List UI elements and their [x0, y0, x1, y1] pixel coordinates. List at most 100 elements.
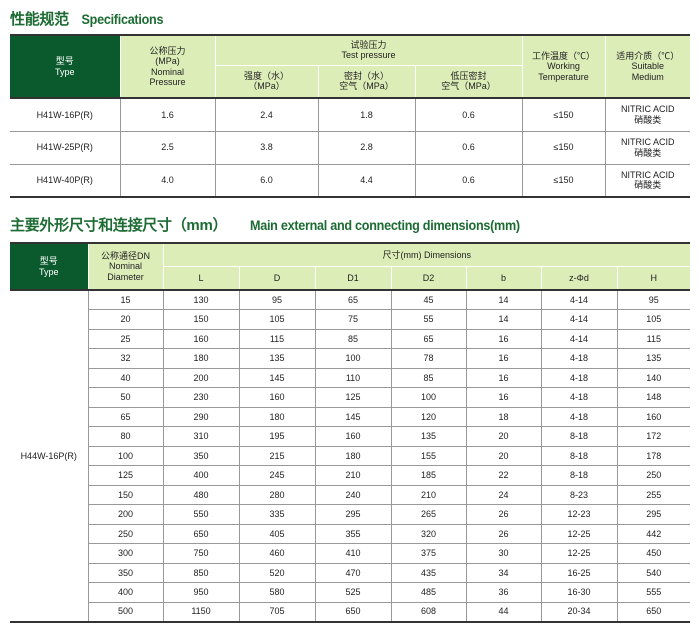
cell-value: 75 [314, 309, 391, 330]
cell-value: 250 [87, 524, 163, 544]
cell-value: 400 [162, 465, 239, 486]
cell-value: 100 [87, 446, 163, 466]
cell-value: 355 [314, 524, 391, 544]
cell-value: 850 [162, 563, 239, 583]
cell-value: 200 [162, 368, 239, 388]
cell-value: 705 [238, 602, 315, 623]
cell-value: 16 [465, 329, 541, 349]
cell-value: 25 [87, 329, 163, 349]
cell-value: 16-30 [540, 582, 617, 603]
cell-value: 55 [390, 309, 466, 330]
cell-value: 160 [238, 387, 315, 408]
header-col-4: b [465, 265, 541, 291]
cell-type: H41W-25P(R) [10, 131, 120, 165]
cell-value: 14 [465, 309, 541, 330]
cell-value: 100 [390, 387, 466, 408]
dims-title-cn: 主要外形尺寸和连接尺寸（mm） [10, 217, 228, 234]
cell-temp: ≤150 [521, 131, 605, 165]
cell-value: 950 [162, 582, 239, 603]
cell-low: 0.6 [414, 164, 522, 198]
cell-value: 320 [390, 524, 466, 544]
cell-value: 215 [238, 446, 315, 466]
cell-value: 8-18 [540, 446, 617, 466]
dims-row: 400 950 580 525 485 36 16-30 555 [10, 582, 691, 603]
cell-value: 500 [87, 602, 163, 623]
cell-value: 470 [314, 563, 391, 583]
cell-value: 18 [465, 407, 541, 427]
header-working-temperature: 工作温度（℃） Working Temperature [521, 34, 605, 99]
cell-value: 4-14 [540, 309, 617, 330]
cell-value: 95 [238, 290, 315, 310]
cell-value: 350 [162, 446, 239, 466]
cell-value: 180 [238, 407, 315, 427]
cell-value: 130 [162, 290, 239, 310]
cell-value: 442 [616, 524, 691, 544]
cell-temp: ≤150 [521, 164, 605, 198]
cell-value: 135 [616, 348, 691, 369]
dims-row: 125 400 245 210 185 22 8-18 250 [10, 465, 691, 486]
cell-value: 405 [238, 524, 315, 544]
header-type: 型号 Type [10, 34, 120, 99]
dims-row: 80 310 195 160 135 20 8-18 172 [10, 426, 691, 447]
cell-value: 20-34 [540, 602, 617, 623]
dims-title: 主要外形尺寸和连接尺寸（mm） Main external and connect… [10, 214, 535, 235]
cell-value: 30 [465, 543, 541, 564]
cell-value: 160 [616, 407, 691, 427]
header-suitable-medium: 适用介质（℃） Suitable Medium [604, 34, 690, 99]
cell-value: 240 [314, 485, 391, 505]
cell-type: H44W-16P(R) [10, 290, 88, 623]
cell-value: 350 [87, 563, 163, 583]
spec-row: H41W-40P(R) 4.0 6.0 4.4 0.6 ≤150 NITRIC ACID 硝酸… [10, 164, 690, 198]
cell-value: 210 [314, 465, 391, 486]
cell-value: 135 [390, 426, 466, 447]
cell-value: 4-18 [540, 387, 617, 408]
cell-value: 12-25 [540, 524, 617, 544]
cell-value: 580 [238, 582, 315, 603]
cell-value: 78 [390, 348, 466, 369]
cell-np: 4.0 [119, 164, 215, 198]
spec-title-en: Specifications [81, 11, 163, 27]
cell-value: 265 [390, 504, 466, 525]
dims-row: 20 150 105 75 55 14 4-14 105 [10, 309, 691, 330]
header-col-3: D2 [390, 265, 466, 291]
cell-type: H41W-40P(R) [10, 164, 120, 198]
cell-value: 22 [465, 465, 541, 486]
cell-value: 20 [465, 426, 541, 447]
cell-value: 180 [162, 348, 239, 369]
cell-value: 145 [314, 407, 391, 427]
header-seal: 密封（水） 空气（MPa） [317, 64, 415, 99]
cell-value: 32 [87, 348, 163, 369]
dims-row: 65 290 180 145 120 18 4-18 160 [10, 407, 691, 427]
cell-value: 300 [87, 543, 163, 564]
cell-value: 608 [390, 602, 466, 623]
cell-value: 40 [87, 368, 163, 388]
header-nominal-diameter: 公称通径DN Nominal Diameter [87, 242, 163, 291]
dims-row: 250 650 405 355 320 26 12-25 442 [10, 524, 691, 544]
cell-value: 26 [465, 504, 541, 525]
cell-value: 485 [390, 582, 466, 603]
cell-value: 65 [390, 329, 466, 349]
cell-low: 0.6 [414, 98, 522, 132]
dims-row: 200 550 335 295 265 26 12-23 295 [10, 504, 691, 525]
cell-value: 4-18 [540, 348, 617, 369]
header-dimensions: 尺寸(mm) Dimensions [162, 242, 691, 266]
cell-value: 8-18 [540, 465, 617, 486]
cell-value: 750 [162, 543, 239, 564]
cell-value: 4-18 [540, 407, 617, 427]
cell-value: 310 [162, 426, 239, 447]
cell-medium: NITRIC ACID 硝酸类 [604, 164, 690, 198]
cell-value: 34 [465, 563, 541, 583]
cell-value: 110 [314, 368, 391, 388]
cell-value: 8-18 [540, 426, 617, 447]
cell-value: 105 [238, 309, 315, 330]
cell-seal: 4.4 [317, 164, 415, 198]
cell-value: 135 [238, 348, 315, 369]
cell-value: 50 [87, 387, 163, 408]
dims-title-en: Main external and connecting dimensions(… [250, 217, 521, 233]
cell-low: 0.6 [414, 131, 522, 165]
cell-value: 140 [616, 368, 691, 388]
cell-value: 295 [314, 504, 391, 525]
header-col-2: D1 [314, 265, 391, 291]
cell-value: 26 [465, 524, 541, 544]
cell-seal: 2.8 [317, 131, 415, 165]
